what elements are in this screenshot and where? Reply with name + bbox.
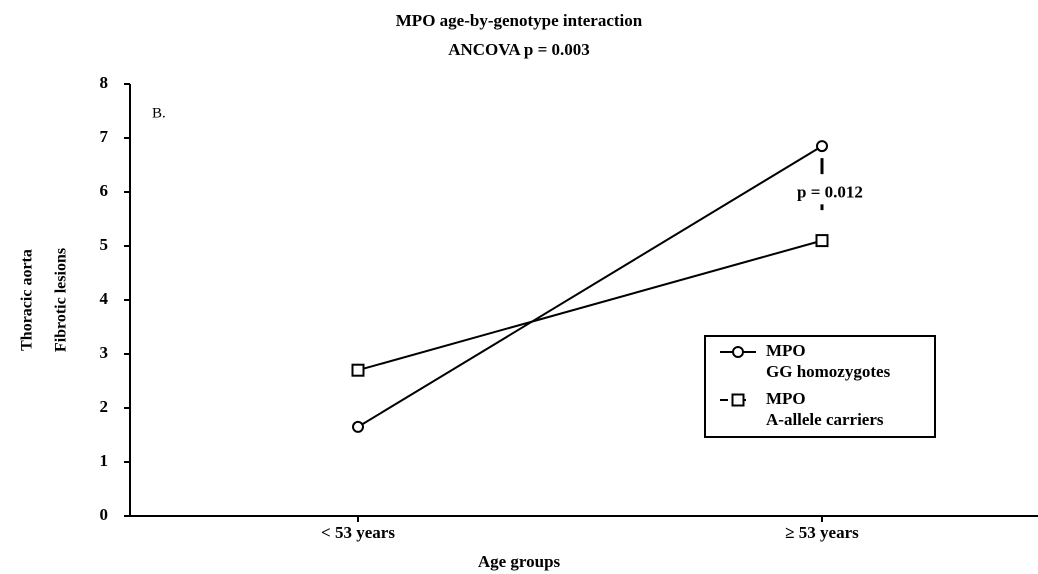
y-axis-label: Thoracic aorta	[19, 249, 36, 351]
legend-label: MPO	[766, 341, 806, 360]
series-line	[357, 145, 823, 428]
significance-bg	[792, 182, 892, 205]
legend-box	[704, 335, 936, 438]
series-line	[357, 239, 823, 372]
x-tick-label: ≥ 53 years	[785, 523, 859, 542]
y-tick-label: 3	[100, 343, 109, 362]
x-axis-label: Age groups	[478, 552, 561, 571]
panel-label: B.	[152, 105, 166, 121]
point	[816, 140, 828, 153]
point	[815, 234, 829, 248]
y-tick-label: 2	[100, 397, 109, 416]
significance-label: p = 0.012	[797, 182, 863, 201]
chart-subtitle: ANCOVA p = 0.003	[448, 40, 590, 59]
y-tick-label: 8	[100, 73, 109, 92]
y-tick-label: 1	[100, 451, 109, 470]
y-tick-label: 5	[100, 235, 109, 254]
y-tick-label: 4	[100, 289, 109, 308]
legend-label: MPO	[766, 389, 806, 408]
point	[731, 393, 745, 407]
point	[732, 346, 744, 358]
chart-title: MPO age-by-genotype interaction	[396, 11, 643, 30]
y-axis-label: Fibrotic lesions	[53, 248, 70, 352]
point	[352, 420, 364, 433]
y-tick-label: 6	[100, 181, 109, 200]
legend-label: A-allele carriers	[766, 410, 884, 429]
y-tick-label: 0	[100, 505, 109, 524]
y-tick-label: 7	[100, 127, 109, 146]
point	[351, 363, 365, 377]
x-tick-label: < 53 years	[321, 523, 395, 542]
legend-label: GG homozygotes	[766, 362, 891, 381]
